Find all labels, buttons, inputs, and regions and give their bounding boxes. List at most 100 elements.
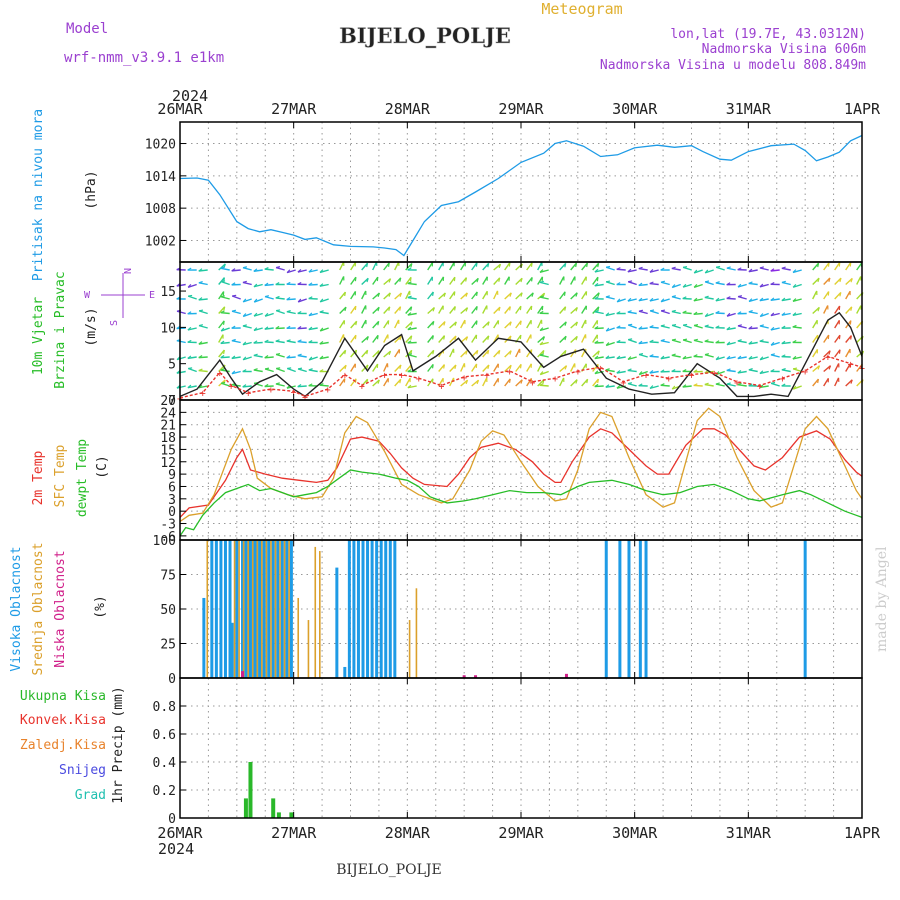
wind-vector-head — [407, 295, 412, 299]
cloud-bar — [271, 540, 275, 678]
wind-vector-head — [242, 298, 247, 303]
wind-vector-head — [638, 266, 643, 270]
wind-vector-arrow — [537, 336, 545, 344]
wind-vector-arrow — [286, 340, 296, 344]
wind-gust-marker: + — [825, 352, 831, 363]
wind-vector-head — [498, 263, 502, 269]
wind-vector-head — [616, 339, 621, 343]
wind-vector-arrow — [242, 385, 252, 388]
wind-vector-arrow — [715, 282, 725, 286]
wind-vector-head — [264, 267, 269, 270]
wind-vector-arrow — [759, 283, 769, 288]
wind-vector-head — [319, 383, 324, 386]
wind-vector-arrow — [405, 377, 411, 387]
wind-vector-head — [286, 269, 291, 274]
wind-vector-arrow — [605, 385, 615, 388]
wind-vector-arrow — [693, 269, 703, 274]
wind-vector-arrow — [198, 356, 208, 359]
cloud-bar — [280, 540, 284, 678]
wind-vector-arrow — [275, 327, 285, 330]
wind-vector-arrow — [616, 298, 626, 303]
wind-vector-head — [605, 342, 610, 346]
wind-vector-arrow — [781, 341, 791, 345]
wind-vector-arrow — [308, 312, 318, 317]
wind-vector-head — [638, 353, 644, 356]
wind-vector-arrow — [792, 385, 802, 390]
wind-vector-arrow — [482, 335, 490, 343]
precip-bar — [276, 812, 281, 818]
pressure-unit: (hPa) — [84, 170, 99, 209]
wind-vector-head — [770, 326, 775, 331]
wind-vector-arrow — [198, 369, 208, 373]
wind-vector-arrow — [526, 319, 532, 329]
wind-vector-arrow — [781, 267, 791, 271]
wind-vector-head — [297, 298, 302, 303]
wind-vector-arrow — [438, 305, 444, 314]
wind-vector-arrow — [242, 341, 252, 346]
wind-vector-arrow — [570, 292, 578, 300]
wind-vector-head — [792, 283, 797, 288]
wind-vector-arrow — [264, 341, 274, 344]
cloud-bar — [202, 597, 206, 678]
wind-vector-head — [781, 354, 786, 358]
wind-vector-arrow — [660, 340, 670, 344]
cloud-bar — [242, 540, 245, 678]
wind-vector-head — [671, 266, 676, 269]
wind-vector-arrow — [594, 385, 604, 388]
wind-vector-head — [264, 326, 269, 330]
wind-vector-arrow — [383, 363, 389, 372]
wind-vector-head — [410, 335, 413, 340]
wind-vector-arrow — [539, 296, 549, 300]
wind-vector-arrow — [220, 341, 230, 345]
wind-vector-arrow — [218, 306, 226, 314]
cloud-bar — [223, 540, 227, 678]
wind-vector-head — [627, 297, 632, 302]
wind-gust-marker: + — [689, 371, 695, 382]
wind-vector-head — [792, 355, 797, 360]
precip-frozen-label: Zaledj.Kisa — [20, 738, 106, 753]
wind-vector-head — [399, 336, 402, 341]
wind-vector-head — [748, 268, 753, 273]
wind-vector-head — [231, 282, 236, 286]
wind-vector-arrow — [605, 281, 615, 286]
wind-vector-head — [344, 291, 347, 297]
wind-vector-head — [407, 384, 412, 389]
wind-vector-head — [704, 313, 709, 317]
cloud-bar — [375, 540, 379, 678]
wind-vector-arrow — [361, 305, 367, 314]
wind-vector-head — [388, 350, 392, 356]
wind-vector-arrow — [539, 384, 549, 387]
wind-vector-head — [660, 383, 665, 386]
wind-vector-head — [319, 355, 324, 360]
wind-gust-marker: + — [382, 371, 388, 382]
wind-vector-arrow — [682, 283, 692, 288]
wind-vector-arrow — [649, 298, 659, 302]
wind-vector-head — [220, 354, 225, 359]
wind-vector-arrow — [372, 350, 380, 358]
wind-vector-arrow — [638, 310, 648, 315]
wind-vector-head — [443, 335, 446, 340]
wind-vector-arrow — [471, 262, 478, 271]
wind-vector-arrow — [394, 261, 400, 271]
wind-vector-head — [715, 340, 720, 344]
y-tick-label: 21 — [160, 419, 176, 434]
wind-vector-arrow — [737, 340, 747, 344]
wind-vector-arrow — [537, 276, 544, 285]
wind-vector-arrow — [308, 356, 318, 361]
cloud-bar — [256, 540, 259, 678]
wind-vector-head — [704, 339, 709, 342]
wind-vector-head — [828, 350, 831, 355]
x-axis-label-bottom: 26MAR — [157, 824, 203, 842]
wind-series-line-0 — [179, 311, 863, 398]
cloud-bar — [230, 622, 234, 678]
wind-vector-arrow — [297, 298, 307, 303]
wind-vector-arrow — [715, 312, 725, 315]
wind-vector-arrow — [427, 363, 434, 372]
wind-vector-head — [242, 369, 247, 373]
wind-vector-head — [377, 350, 380, 355]
wind-vector-arrow — [394, 349, 401, 358]
wind-vector-arrow — [537, 305, 544, 314]
wind-vector-head — [715, 310, 720, 314]
wind-vector-head — [817, 307, 820, 312]
wind-vector-arrow — [823, 305, 829, 314]
